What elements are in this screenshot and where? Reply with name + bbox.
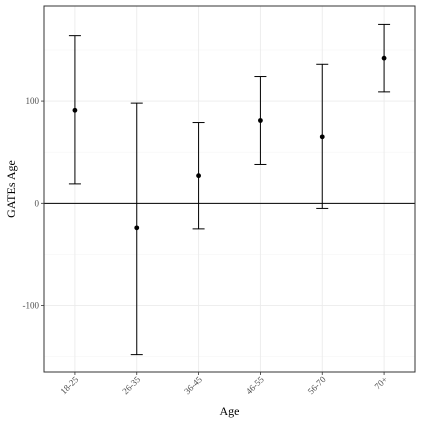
- point-estimate-36-45: [196, 173, 201, 179]
- point-estimate-46-55: [258, 118, 263, 123]
- point-estimate-70+: [381, 55, 387, 61]
- point-estimate-56-70: [319, 134, 325, 140]
- panel-border: [43, 5, 416, 373]
- point-estimate-18-25: [72, 107, 78, 113]
- y-tick-label: -100: [23, 301, 40, 311]
- y-axis-title: GATEs Age: [4, 160, 18, 218]
- y-tick-label: 100: [26, 96, 40, 106]
- y-tick-label: 0: [35, 198, 40, 208]
- point-estimates: [72, 55, 387, 231]
- x-axis-title: Age: [220, 404, 240, 418]
- point-estimate-26-35: [134, 225, 140, 231]
- y-axis-ticks: -100 0 100: [23, 96, 44, 311]
